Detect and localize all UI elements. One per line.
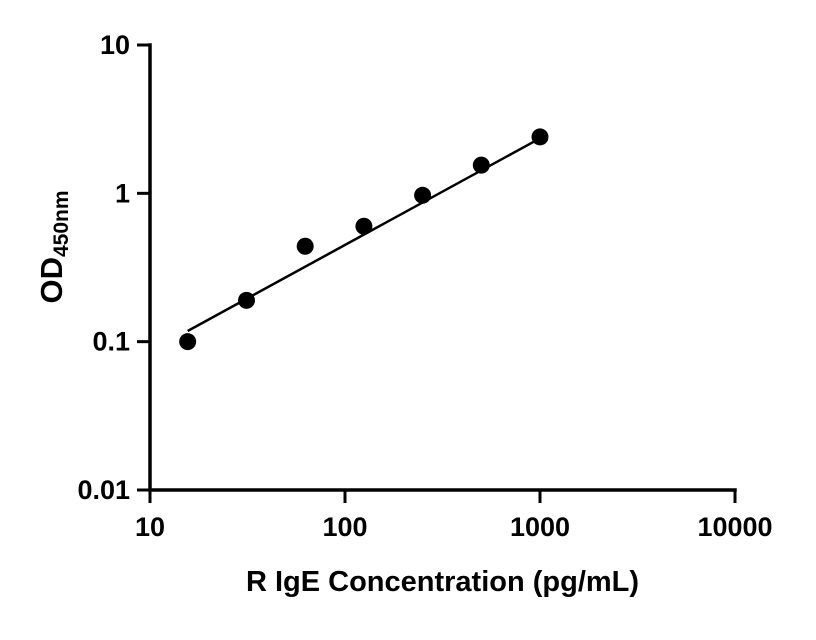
y-axis-title-subscript: 450nm: [50, 190, 73, 258]
x-tick-label: 1000: [510, 512, 570, 542]
y-tick-label: 0.01: [77, 475, 130, 505]
y-tick-label: 10: [100, 30, 130, 60]
x-tick-label: 10: [135, 512, 165, 542]
x-axis-title: R IgE Concentration (pg/mL): [245, 566, 640, 598]
y-tick-label: 0.1: [92, 327, 130, 357]
y-axis-title-main: OD: [34, 257, 69, 304]
data-point: [472, 156, 490, 174]
y-tick-label: 1: [115, 178, 130, 208]
x-tick-label: 10000: [697, 512, 772, 542]
data-point: [296, 237, 314, 255]
x-tick-label: 100: [322, 512, 367, 542]
axes-lines: [148, 43, 737, 492]
data-point: [531, 128, 549, 146]
data-point: [179, 333, 197, 351]
y-axis-title: OD450nm: [32, 97, 73, 397]
data-point: [355, 217, 373, 235]
data-point: [414, 186, 432, 204]
data-point: [237, 291, 255, 309]
